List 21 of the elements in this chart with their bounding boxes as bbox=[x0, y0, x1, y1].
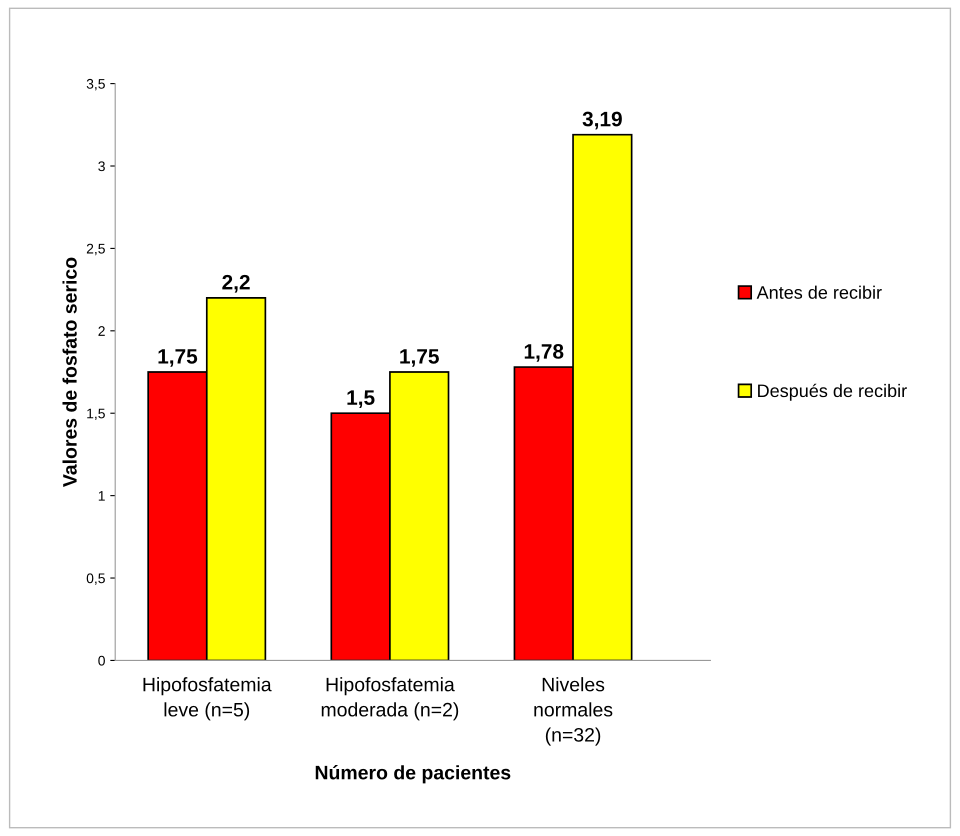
data-label: 1,75 bbox=[158, 349, 198, 367]
data-label: 1,78 bbox=[524, 344, 564, 362]
y-tick-label: 3,5 bbox=[86, 78, 105, 90]
data-label: 3,19 bbox=[582, 112, 622, 130]
x-axis-title: Número de pacientes bbox=[316, 765, 510, 784]
x-tick-label: Hipofosfatemia moderada (n=2) bbox=[322, 677, 458, 720]
x-tick-label: Niveles normales (n=32) bbox=[534, 677, 612, 746]
x-tick-label: Hipofosfatemia leve (n=5) bbox=[144, 677, 272, 720]
data-label: 1,5 bbox=[347, 390, 375, 408]
y-tick-label: 3 bbox=[98, 161, 105, 172]
y-tick-label: 0 bbox=[98, 656, 105, 666]
data-label: 1,75 bbox=[400, 349, 439, 367]
legend-label: Antes de recibir bbox=[756, 286, 882, 299]
data-label: 2,2 bbox=[222, 274, 250, 293]
y-tick-label: 0,5 bbox=[86, 573, 105, 585]
y-tick-label: 1,5 bbox=[87, 408, 105, 420]
legend-label: Después de recibir bbox=[758, 384, 907, 401]
y-tick-label: 2 bbox=[98, 326, 105, 336]
y-axis-title: Valores de fosfato serico bbox=[62, 258, 77, 487]
y-tick-label: 1 bbox=[98, 491, 105, 501]
y-tick-label: 2,5 bbox=[86, 244, 105, 256]
